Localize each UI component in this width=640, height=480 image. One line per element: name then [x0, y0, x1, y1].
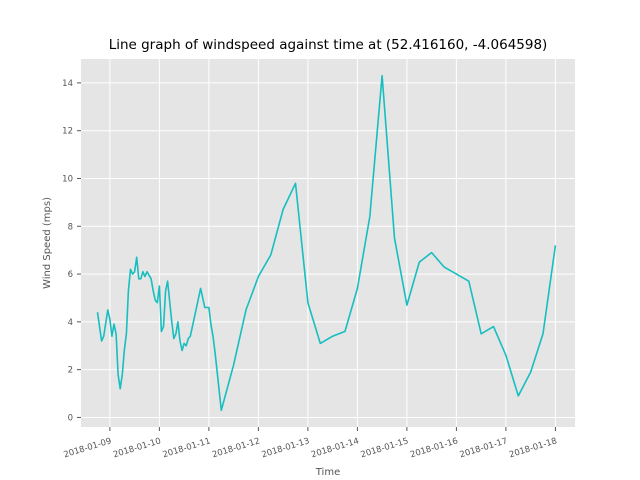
x-tick-label: 2018-01-13	[261, 436, 311, 460]
chart-title: Line graph of windspeed against time at …	[109, 37, 548, 53]
grid-lines	[81, 59, 575, 427]
x-tick-label: 2018-01-10	[112, 436, 162, 460]
plot-background	[81, 59, 575, 427]
x-tick-label: 2018-01-17	[459, 436, 509, 460]
y-tick-label: 0	[68, 413, 73, 423]
x-tick-label: 2018-01-16	[409, 436, 459, 460]
y-tick-label: 8	[68, 222, 73, 232]
x-axis-label: Time	[315, 467, 340, 478]
x-tick-label: 2018-01-14	[310, 436, 360, 460]
y-tick-label: 6	[68, 270, 73, 280]
y-tick-label: 4	[68, 318, 73, 328]
y-axis-label: Wind Speed (mps)	[42, 197, 53, 289]
series-line	[96, 74, 557, 412]
y-tick-label: 10	[62, 174, 73, 184]
x-tick-label: 2018-01-18	[508, 436, 558, 460]
series-layer	[96, 74, 557, 412]
x-tick-label: 2018-01-11	[162, 436, 212, 460]
x-tick-label: 2018-01-12	[211, 436, 261, 460]
x-tick-label: 2018-01-09	[63, 436, 113, 460]
y-tick-label: 2	[68, 366, 73, 376]
x-tick-label: 2018-01-15	[360, 436, 410, 460]
y-tick-label: 12	[62, 127, 73, 137]
y-tick-label: 14	[62, 79, 73, 89]
